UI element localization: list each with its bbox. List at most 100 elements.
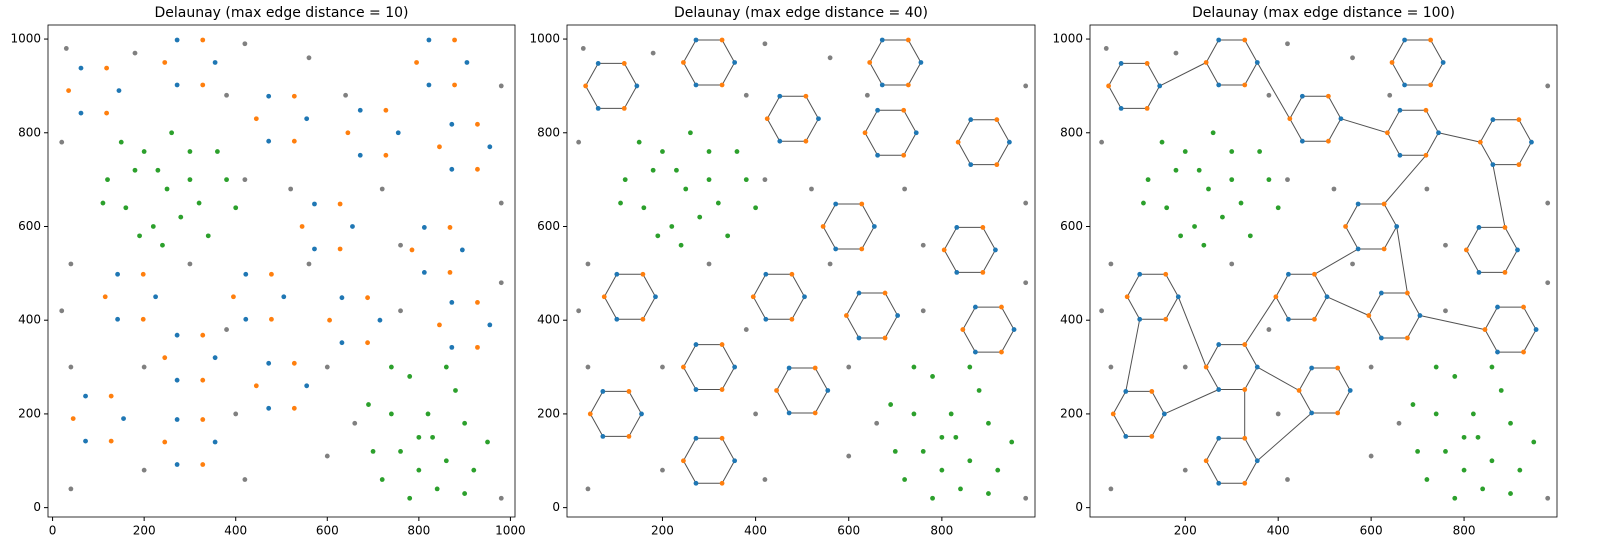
point: [1480, 486, 1486, 492]
chart-title: Delaunay (max edge distance = 100): [1192, 5, 1455, 21]
y-tick-label: 400: [537, 313, 560, 327]
point: [1247, 233, 1253, 239]
point: [1273, 294, 1279, 300]
point: [160, 242, 165, 248]
point: [121, 416, 126, 421]
point: [178, 214, 184, 220]
point: [1106, 83, 1111, 89]
point: [339, 340, 345, 346]
point: [1350, 55, 1355, 61]
point: [339, 295, 345, 301]
point: [918, 60, 924, 65]
point: [1545, 495, 1551, 501]
point: [1173, 50, 1179, 56]
point: [660, 467, 665, 473]
point: [291, 138, 297, 144]
point: [66, 88, 72, 93]
point: [939, 467, 945, 473]
point: [789, 271, 795, 277]
point: [1182, 364, 1188, 370]
point: [162, 439, 168, 445]
point: [1378, 335, 1384, 341]
point: [416, 467, 422, 473]
point: [681, 60, 686, 65]
point: [1312, 271, 1317, 277]
point: [867, 60, 873, 65]
point: [1285, 177, 1290, 183]
point: [1423, 107, 1429, 113]
y-tick-label: 600: [537, 219, 560, 233]
point: [1402, 37, 1407, 43]
point: [774, 388, 779, 393]
plot-frame: [567, 25, 1035, 517]
point: [1145, 177, 1151, 183]
point: [994, 117, 1000, 123]
point: [1325, 138, 1331, 144]
point: [1384, 130, 1390, 136]
point: [452, 82, 457, 88]
point: [115, 316, 120, 322]
point: [471, 467, 477, 473]
y-tick-label: 200: [18, 406, 41, 420]
plot-border: [566, 24, 1036, 518]
point: [1477, 139, 1483, 145]
point: [233, 205, 239, 211]
point: [224, 92, 229, 98]
point: [875, 152, 881, 158]
point: [1533, 327, 1539, 332]
point: [281, 294, 287, 300]
point: [68, 261, 74, 267]
point: [980, 270, 986, 275]
point: [395, 130, 401, 136]
point: [639, 411, 644, 417]
point: [59, 308, 65, 314]
point: [104, 110, 110, 116]
point: [388, 364, 394, 370]
point: [233, 411, 239, 417]
point: [1254, 364, 1260, 370]
point: [1482, 327, 1488, 332]
point: [960, 327, 966, 332]
point: [1192, 224, 1197, 229]
point: [764, 116, 770, 122]
point: [398, 449, 403, 454]
x-tick-label: 200: [1174, 524, 1197, 538]
point: [706, 261, 712, 267]
point: [174, 417, 180, 422]
point: [1521, 304, 1526, 310]
point: [108, 393, 114, 399]
point: [1203, 458, 1209, 464]
point: [999, 304, 1004, 310]
point: [366, 402, 371, 407]
point: [660, 149, 665, 154]
point: [1123, 389, 1129, 394]
point: [299, 224, 305, 229]
point: [1440, 60, 1446, 65]
point: [653, 294, 658, 300]
point: [231, 294, 236, 300]
point: [337, 201, 343, 207]
point: [688, 130, 693, 136]
point: [743, 327, 749, 332]
point: [600, 389, 606, 394]
point: [200, 462, 206, 467]
point: [879, 82, 885, 88]
point: [200, 82, 206, 88]
point: [291, 93, 297, 99]
point: [1011, 327, 1017, 332]
point: [1023, 200, 1029, 206]
point: [967, 364, 973, 370]
point: [1242, 387, 1248, 392]
point: [253, 383, 259, 389]
point: [1108, 364, 1114, 370]
point: [920, 242, 926, 248]
point: [875, 107, 881, 113]
point: [462, 420, 468, 426]
point: [266, 93, 272, 99]
point: [352, 420, 358, 426]
point: [1124, 294, 1130, 300]
point: [763, 316, 769, 322]
point: [1324, 294, 1330, 300]
point: [762, 41, 768, 47]
point: [1242, 435, 1248, 441]
